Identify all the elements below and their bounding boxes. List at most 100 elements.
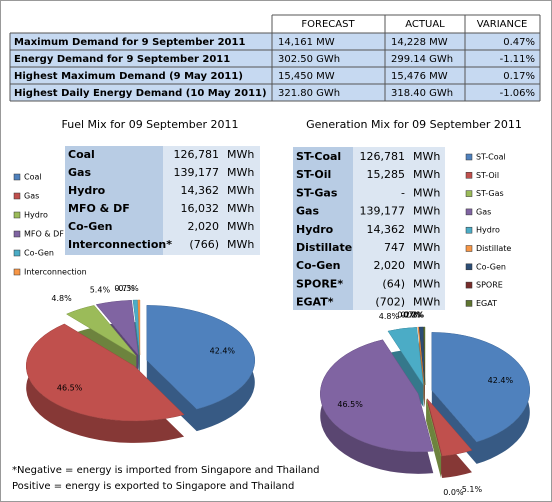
mix-unit: MWh <box>227 148 254 161</box>
forecast-cell: 14,161 MW <box>278 37 335 48</box>
mix-label: EGAT* <box>296 296 334 309</box>
forecast-cell: 321.80 GWh <box>278 88 340 99</box>
actual-cell: 15,476 MW <box>391 71 448 82</box>
data-label: 5.1% <box>462 485 483 494</box>
mix-value: - <box>401 186 405 199</box>
mix-value: 14,362 <box>181 184 220 197</box>
mix-unit: MWh <box>413 186 440 199</box>
legend-swatch <box>465 208 473 216</box>
actual-cell: 14,228 MW <box>391 37 448 48</box>
variance-cell: 0.47% <box>503 37 535 48</box>
forecast-cell: 15,450 MW <box>278 71 335 82</box>
gen-table-label-bg <box>293 147 353 310</box>
slice <box>426 398 473 457</box>
row-label: Maximum Demand for 9 September 2011 <box>14 37 245 48</box>
mix-label: MFO & DF <box>68 202 130 215</box>
row-label: Energy Demand for 9 September 2011 <box>14 54 230 65</box>
legend-label: ST-Gas <box>476 189 504 198</box>
legend-label: Interconnection <box>24 268 87 277</box>
slice-side <box>426 398 442 479</box>
mix-unit: MWh <box>413 205 440 218</box>
slice-side <box>26 323 185 443</box>
row-label: Highest Maximum Demand (9 May 2011) <box>14 71 243 82</box>
legend-swatch <box>465 245 473 252</box>
mix-value: 126,781 <box>360 150 406 163</box>
mix-label: Interconnection* <box>68 238 172 251</box>
mix-value: (766) <box>189 238 219 251</box>
slice <box>431 332 531 443</box>
legend-label: ST-Coal <box>476 153 506 162</box>
forecast-cell: 302.50 GWh <box>278 54 340 65</box>
mix-label: Co-Gen <box>68 220 113 233</box>
mix-unit: MWh <box>413 150 440 163</box>
legend-swatch <box>13 230 21 238</box>
mix-value: (702) <box>375 296 405 309</box>
mix-unit: MWh <box>413 259 440 272</box>
variance-cell: -1.06% <box>500 88 535 99</box>
column-header: ACTUAL <box>405 19 445 30</box>
mix-label: ST-Oil <box>296 168 331 181</box>
mix-unit: MWh <box>227 202 254 215</box>
variance-cell: -1.11% <box>500 54 535 65</box>
legend-label: Gas <box>476 207 491 216</box>
legend-swatch <box>13 268 21 276</box>
actual-cell: 318.40 GWh <box>391 88 453 99</box>
data-label: 0.7% <box>114 284 135 293</box>
actual-cell: 299.14 GWh <box>391 54 453 65</box>
data-label: 46.5% <box>57 383 83 392</box>
mix-value: 139,177 <box>360 205 406 218</box>
data-label: -0.2% <box>401 310 425 319</box>
column-header: VARIANCE <box>477 19 528 30</box>
mix-label: Coal <box>68 148 95 161</box>
data-label: 0.0% <box>443 488 464 497</box>
mix-label: Gas <box>68 166 91 179</box>
legend-swatch <box>465 300 473 307</box>
mix-label: Hydro <box>296 223 334 236</box>
legend-label: EGAT <box>476 299 497 308</box>
legend-label: Hydro <box>476 226 500 235</box>
slice <box>95 300 139 357</box>
data-label: 0.2% <box>397 311 418 320</box>
legend-swatch <box>13 192 21 200</box>
legend-label: Hydro <box>24 211 48 220</box>
legend-swatch <box>465 190 473 197</box>
mix-unit: MWh <box>227 166 254 179</box>
slice <box>65 305 137 357</box>
slice <box>387 327 424 386</box>
mix-label: Distillate <box>296 241 352 254</box>
legend-label: Co-Gen <box>24 249 54 258</box>
legend-swatch <box>465 263 473 271</box>
data-label: 46.5% <box>337 400 363 409</box>
legend-label: Gas <box>24 192 39 201</box>
legend-label: Distillate <box>476 244 511 253</box>
mix-label: Hydro <box>68 184 106 197</box>
mix-unit: MWh <box>227 220 254 233</box>
mix-unit: MWh <box>413 168 440 181</box>
mix-value: 2,020 <box>188 220 220 233</box>
mix-value: 2,020 <box>374 259 406 272</box>
mix-unit: MWh <box>413 296 440 309</box>
slice <box>146 305 256 410</box>
column-header: FORECAST <box>301 19 355 30</box>
mix-unit: MWh <box>413 277 440 290</box>
mix-label: Co-Gen <box>296 259 341 272</box>
slice <box>423 326 426 386</box>
legend-swatch <box>465 226 473 234</box>
variance-cell: 0.17% <box>503 71 535 82</box>
footnote: Positive = energy is exported to Singapo… <box>12 481 294 492</box>
mix-label: SPORE* <box>296 277 343 290</box>
chart-title: Fuel Mix for 09 September 2011 <box>62 118 239 131</box>
mix-value: 139,177 <box>174 166 220 179</box>
mix-unit: MWh <box>227 184 254 197</box>
slice <box>137 299 141 356</box>
row-label: Highest Daily Energy Demand (10 May 2011… <box>14 88 267 99</box>
data-label: 42.4% <box>488 376 514 385</box>
mix-value: 126,781 <box>174 148 220 161</box>
legend-swatch <box>465 172 473 179</box>
legend-label: SPORE <box>476 281 503 290</box>
footnote: *Negative = energy is imported from Sing… <box>12 465 320 476</box>
legend-label: MFO & DF <box>24 230 64 239</box>
mix-value: 747 <box>384 241 405 254</box>
data-label: 5.4% <box>90 286 111 295</box>
